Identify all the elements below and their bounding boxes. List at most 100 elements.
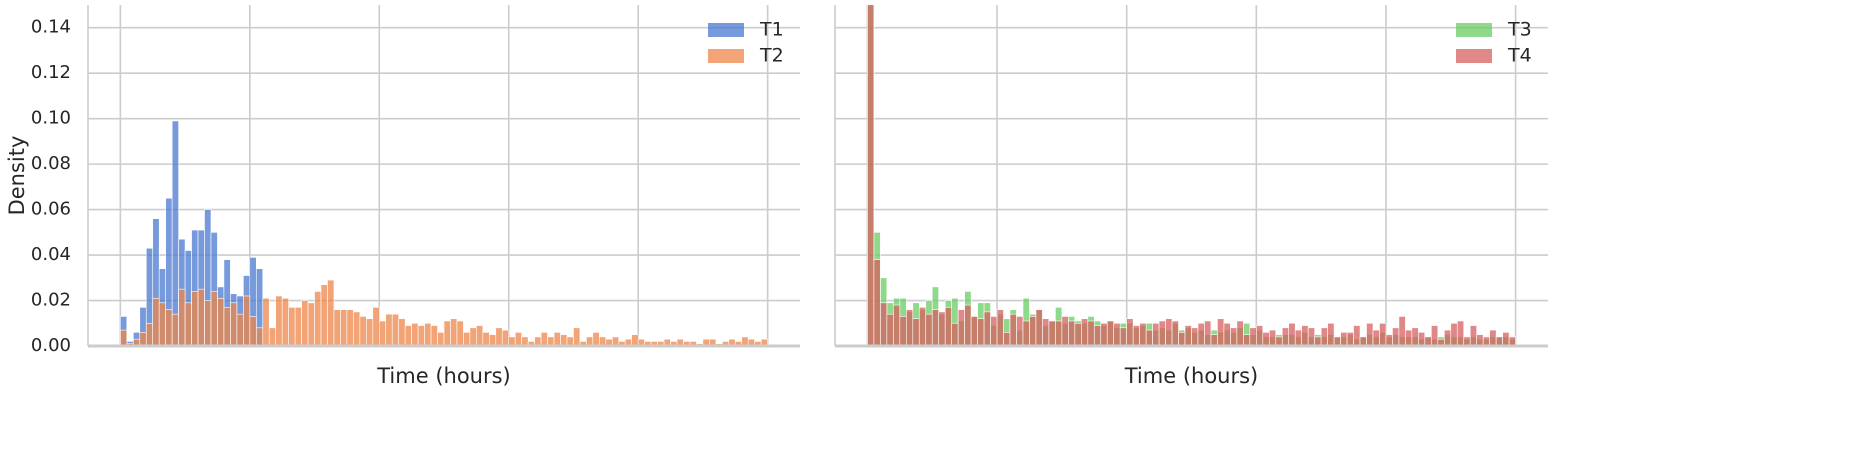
- histogram-bar: [378, 320, 387, 346]
- histogram-bar: [210, 291, 218, 346]
- histogram-bar: [1268, 329, 1277, 346]
- histogram-bar: [489, 334, 497, 346]
- histogram-bar: [268, 327, 277, 346]
- histogram-bar: [145, 322, 154, 346]
- histogram-bar: [249, 316, 257, 346]
- histogram-bar: [469, 327, 477, 346]
- histogram-bar: [204, 300, 212, 346]
- histogram-bar: [1113, 322, 1121, 346]
- histogram-bar: [1178, 332, 1186, 346]
- histogram-bar: [463, 332, 471, 346]
- histogram-bar: [191, 291, 199, 346]
- y-tick-label: 0.02: [31, 290, 71, 311]
- histogram-bar: [970, 316, 978, 346]
- histogram-bar: [899, 316, 907, 346]
- histogram-bar: [540, 332, 548, 346]
- histogram-bar: [197, 288, 205, 346]
- histogram-bar: [964, 304, 972, 346]
- y-tick-label: 0.08: [31, 153, 71, 174]
- histogram-bar: [631, 334, 639, 346]
- histogram-bar: [223, 307, 231, 346]
- histogram-bar: [184, 302, 192, 346]
- histogram-bar: [1431, 325, 1439, 346]
- histogram-bar: [938, 311, 946, 346]
- histogram-bar: [1443, 329, 1452, 346]
- histogram-bar: [346, 309, 354, 346]
- histogram-bar: [1294, 329, 1302, 346]
- histogram-bar: [456, 320, 464, 346]
- histogram-bar: [120, 329, 128, 346]
- histogram-bar: [1327, 322, 1335, 346]
- histogram-bar: [424, 322, 432, 346]
- histogram-bar: [573, 327, 581, 346]
- histogram-bar: [171, 313, 179, 346]
- histogram-bar: [880, 302, 888, 346]
- histogram-bar: [275, 295, 283, 346]
- histogram-bar: [1171, 320, 1179, 346]
- plot-area: [867, 5, 1516, 346]
- histogram-bar: [1184, 325, 1192, 346]
- legend-label: T3: [1507, 19, 1532, 41]
- legend-label: T4: [1507, 45, 1532, 67]
- histogram-bar: [1158, 320, 1166, 346]
- histogram-bar: [353, 311, 361, 346]
- histogram-bar: [139, 332, 147, 346]
- histogram-bar: [1061, 316, 1069, 346]
- histogram-bar: [359, 316, 367, 346]
- histogram-bar: [1055, 320, 1063, 346]
- histogram-bar: [977, 318, 985, 346]
- histogram-bar: [1106, 320, 1115, 346]
- histogram-bar: [1204, 320, 1212, 346]
- histogram-bar: [1029, 316, 1037, 346]
- histogram-bar: [301, 300, 309, 346]
- histogram-bar: [1223, 322, 1231, 346]
- histogram-bar: [1392, 327, 1400, 346]
- histogram-bar: [307, 302, 315, 346]
- histogram-bar: [1379, 322, 1387, 346]
- legend-label: T1: [759, 19, 784, 41]
- histogram-bar: [288, 307, 296, 346]
- legend-swatch: [1456, 49, 1492, 63]
- histogram-bar: [1385, 334, 1393, 346]
- histogram-bar: [450, 318, 458, 346]
- histogram-bar: [1016, 316, 1024, 346]
- histogram-bar: [931, 309, 940, 346]
- histogram-bar: [1165, 318, 1173, 346]
- histogram-bar: [1100, 322, 1108, 346]
- histogram-bar: [443, 320, 451, 346]
- histogram-bar: [886, 313, 894, 346]
- y-tick-label: 0.12: [31, 62, 71, 83]
- histogram-bar: [1048, 320, 1056, 346]
- histogram-bar: [217, 297, 225, 346]
- histogram-bar: [1340, 332, 1348, 346]
- histogram-bar: [1230, 327, 1238, 346]
- histogram-bar: [372, 307, 380, 346]
- histogram-bar: [957, 309, 965, 346]
- histogram-bar: [165, 309, 173, 346]
- histogram-bar: [1197, 322, 1205, 346]
- y-axis-label: Density: [5, 136, 29, 216]
- histogram-bar: [592, 332, 600, 346]
- histogram-bar: [983, 311, 991, 346]
- histogram-bar: [320, 284, 328, 346]
- histogram-bar: [236, 313, 244, 346]
- histogram-bar: [411, 322, 419, 346]
- histogram-bar: [1009, 313, 1017, 346]
- legend-swatch: [708, 49, 744, 63]
- histogram-bar: [944, 307, 952, 346]
- plot-area: [120, 120, 768, 346]
- histogram-bar: [255, 327, 264, 346]
- histogram-bar: [294, 307, 302, 346]
- histogram-bar: [1450, 322, 1458, 346]
- histogram-bar: [1074, 322, 1082, 346]
- histogram-bar: [1119, 327, 1127, 346]
- histogram-bar: [905, 309, 914, 346]
- histogram-bar: [1236, 320, 1244, 346]
- histogram-bar: [314, 291, 322, 346]
- histogram-bar: [1307, 327, 1315, 346]
- histogram-bar: [417, 325, 425, 346]
- histogram-bar: [262, 297, 270, 346]
- y-tick-label: 0.04: [31, 244, 71, 265]
- histogram-bar: [893, 304, 901, 346]
